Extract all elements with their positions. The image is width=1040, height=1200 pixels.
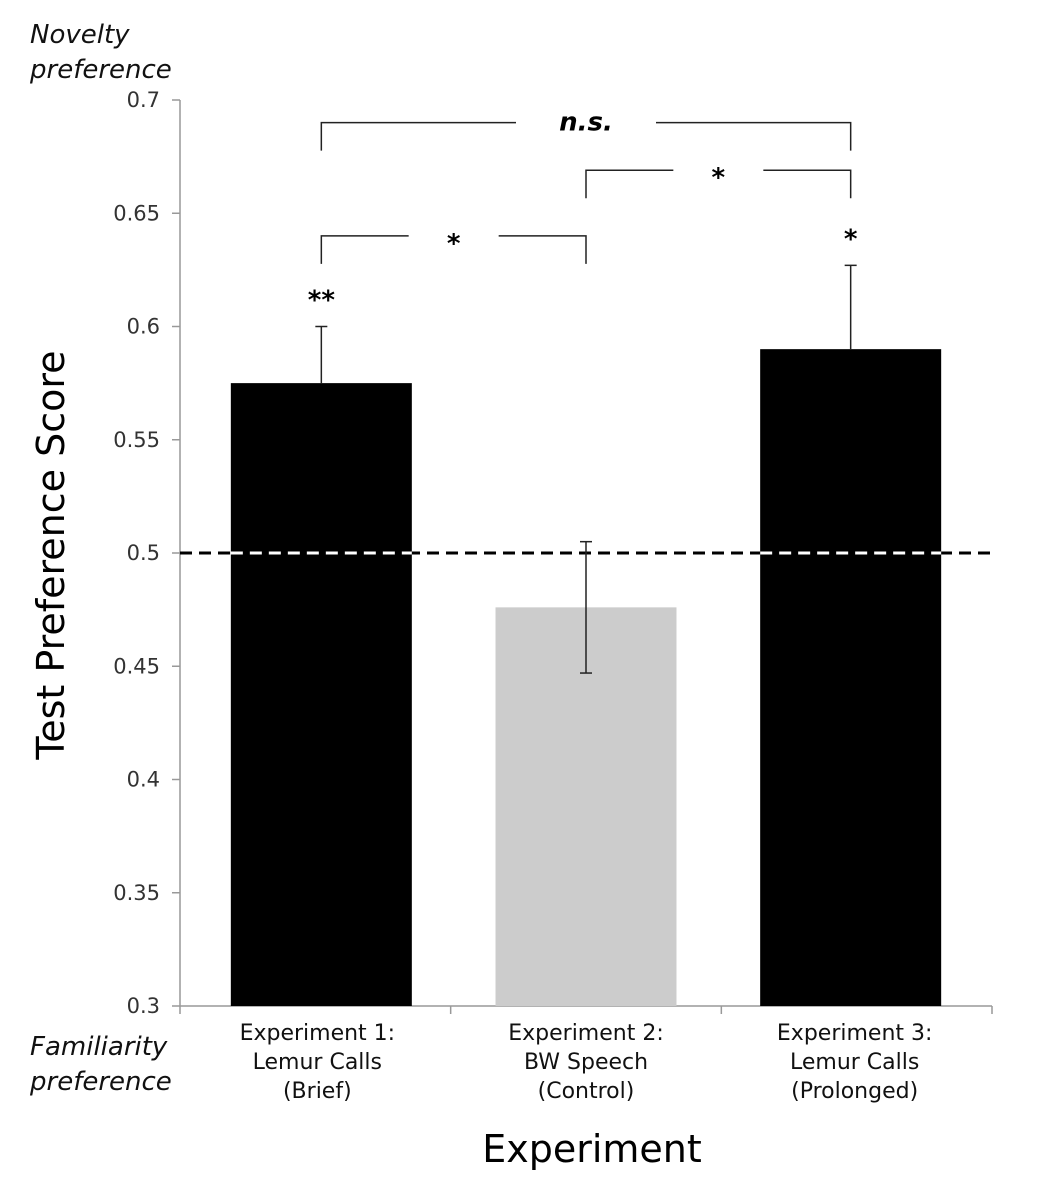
y-tick-label: 0.65 bbox=[113, 201, 160, 225]
bar bbox=[230, 383, 412, 1006]
comparison-bracket bbox=[763, 169, 852, 199]
comparison-label: n.s. bbox=[559, 108, 613, 138]
x-axis-label: Experiment bbox=[482, 1127, 702, 1171]
x-category-label: Experiment 1: bbox=[240, 1021, 396, 1046]
y-tick-label: 0.45 bbox=[113, 654, 160, 678]
significance-marker: ** bbox=[308, 286, 336, 316]
y-tick-label: 0.6 bbox=[127, 315, 160, 339]
y-tick-label: 0.35 bbox=[113, 881, 160, 905]
y-tick-label: 0.3 bbox=[127, 994, 160, 1018]
x-category-label: BW Speech bbox=[524, 1050, 648, 1075]
x-category-label: (Brief) bbox=[283, 1079, 352, 1104]
novelty-label-1: Novelty bbox=[30, 20, 130, 50]
comparison-bracket bbox=[498, 235, 587, 264]
x-category-label: Experiment 2: bbox=[508, 1021, 664, 1046]
y-tick-label: 0.5 bbox=[127, 541, 160, 565]
familiarity-label-1: Familiarity bbox=[30, 1032, 168, 1062]
bar bbox=[760, 349, 942, 1006]
comparison-bracket bbox=[320, 121, 516, 151]
x-category-label: Experiment 3: bbox=[777, 1021, 933, 1046]
y-tick-label: 0.55 bbox=[113, 428, 160, 452]
y-tick-label: 0.7 bbox=[127, 88, 160, 112]
comparison-label: * bbox=[447, 229, 461, 259]
x-category-label: Lemur Calls bbox=[790, 1050, 919, 1075]
y-axis-label: Test Preference Score bbox=[29, 350, 73, 760]
comparison-bracket bbox=[320, 235, 409, 264]
y-tick-label: 0.4 bbox=[127, 768, 160, 792]
bar bbox=[495, 607, 677, 1006]
comparison-bracket bbox=[656, 121, 852, 151]
significance-marker: * bbox=[844, 224, 858, 254]
novelty-label-2: preference bbox=[29, 55, 172, 85]
comparison-bracket bbox=[585, 169, 674, 199]
x-category-label: (Prolonged) bbox=[791, 1079, 918, 1104]
familiarity-label-2: preference bbox=[29, 1067, 172, 1097]
x-category-label: (Control) bbox=[538, 1079, 635, 1104]
x-category-label: Lemur Calls bbox=[253, 1050, 382, 1075]
comparison-label: * bbox=[712, 163, 726, 193]
